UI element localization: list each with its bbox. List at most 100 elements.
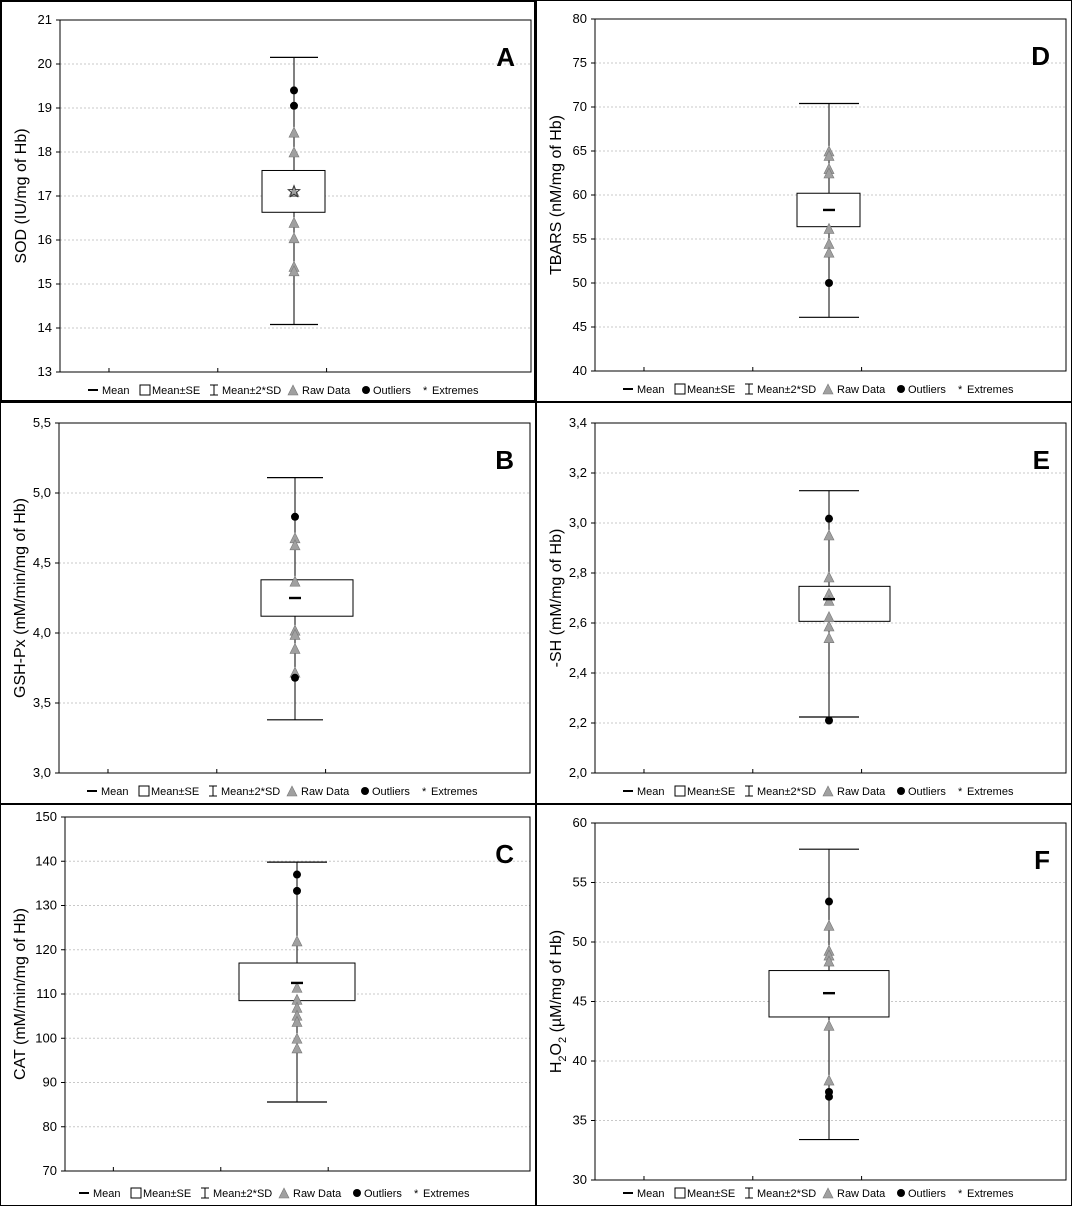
raw-data-point <box>823 571 835 583</box>
y-tick-label: 3,2 <box>569 465 587 480</box>
legend-outlier-icon <box>353 1189 361 1197</box>
raw-data-point <box>289 539 301 551</box>
raw-data-point <box>823 246 835 258</box>
legend-label-raw: Raw Data <box>837 1188 886 1200</box>
raw-data-point <box>823 1019 835 1031</box>
legend-extremes-icon: * <box>414 1188 419 1200</box>
plot-frame <box>64 816 531 1172</box>
y-tick-label: 15 <box>38 276 52 291</box>
raw-data-point <box>288 265 300 277</box>
panel-a: 13 14 15 16 17 18 19 20 21 A SOD (IU/mg of Hb) Mean… <box>0 0 536 402</box>
raw-data-point <box>823 955 835 967</box>
legend-label-mean: Mean <box>637 786 665 798</box>
y-tick-label: 18 <box>38 144 52 159</box>
legend-label-se: Mean±SE <box>152 385 200 397</box>
y-tick-label: 65 <box>573 143 587 158</box>
legend: Mean Mean±SE Mean±2*SD Raw Data Outliers * Ext… <box>623 383 1014 396</box>
outlier-point <box>825 716 833 725</box>
legend-label-raw: Raw Data <box>293 1188 342 1200</box>
legend-label-outliers: Outliers <box>372 786 410 798</box>
y-tick-label: 45 <box>573 994 587 1009</box>
y-tick-label: 2,0 <box>569 765 587 780</box>
y-tick-label: 90 <box>43 1075 57 1090</box>
legend-label-outliers: Outliers <box>373 385 411 397</box>
raw-data-point <box>289 628 301 640</box>
y-tick-label: 4,0 <box>33 625 51 640</box>
y-tick-label: 40 <box>573 363 587 378</box>
y-tick-label: 3,0 <box>33 765 51 780</box>
mean-marker <box>287 184 301 198</box>
plot-frame <box>594 18 1067 372</box>
panel-letter: E <box>1033 445 1050 475</box>
y-tick-label: 55 <box>573 231 587 246</box>
raw-data-point <box>288 146 300 158</box>
legend-extremes-icon: * <box>958 1188 963 1200</box>
raw-data-point <box>288 232 300 244</box>
outlier-point <box>291 512 299 521</box>
y-tick-label: 45 <box>573 319 587 334</box>
y-axis-label: H2O2 (µM/mg of Hb) <box>548 930 569 1073</box>
legend-label-mean: Mean <box>101 786 129 798</box>
outlier-point <box>290 101 298 110</box>
legend-label-outliers: Outliers <box>908 384 946 396</box>
outlier-point <box>825 279 833 287</box>
y-axis-label: -SH (mM/mg of Hb) <box>548 529 565 668</box>
raw-data-point <box>291 935 303 947</box>
y-tick-label: 70 <box>573 99 587 114</box>
chart-c: 70 80 90 100 110 120 130 140 150 C CAT (mM/min/mg … <box>12 809 531 1200</box>
y-tick-label: 13 <box>38 364 52 379</box>
legend-label-raw: Raw Data <box>302 385 351 397</box>
y-tick-label: 20 <box>38 56 52 71</box>
legend-label-sd: Mean±2*SD <box>757 1188 816 1200</box>
panel-letter: D <box>1031 41 1050 71</box>
panel-letter: B <box>495 445 514 475</box>
plot-frame <box>594 422 1067 774</box>
raw-data-point <box>823 222 835 234</box>
raw-data-point <box>823 529 835 541</box>
y-tick-label: 100 <box>35 1030 57 1045</box>
legend-se-icon <box>674 785 686 797</box>
panel-b: 3,0 3,5 4,0 4,5 5,0 5,5 B GSH-Px (mM/min/mg of … <box>0 402 536 804</box>
y-tick-label: 2,8 <box>569 565 587 580</box>
legend: Mean Mean±SE Mean±2*SD Raw Data Outliers * Ext… <box>623 1187 1014 1200</box>
chart-d: 40 45 50 55 60 65 70 75 80 D TBARS (nM/mg of Hb) Me… <box>548 11 1067 396</box>
y-tick-label: 5,0 <box>33 485 51 500</box>
legend: Mean Mean±SE Mean±2*SD Raw Data Outliers * Ext… <box>87 785 478 798</box>
outlier-point <box>290 86 298 95</box>
legend: Mean Mean±SE Mean±2*SD Raw Data Outliers * Ext… <box>88 384 479 397</box>
y-tick-label: 4,5 <box>33 555 51 570</box>
y-tick-label: 50 <box>573 275 587 290</box>
y-tick-label: 21 <box>38 12 52 27</box>
legend-label-se: Mean±SE <box>151 786 199 798</box>
legend-label-outliers: Outliers <box>364 1188 402 1200</box>
legend-label-extremes: Extremes <box>431 786 478 798</box>
outlier-point <box>825 897 833 906</box>
legend-label-se: Mean±SE <box>687 786 735 798</box>
legend-outlier-icon <box>361 787 369 795</box>
y-axis-label: SOD (IU/mg of Hb) <box>13 128 30 263</box>
legend-outlier-icon <box>897 787 905 795</box>
y-tick-label: 35 <box>573 1113 587 1128</box>
legend-label-mean: Mean <box>637 1188 665 1200</box>
legend-extremes-icon: * <box>958 384 963 396</box>
y-tick-label: 3,0 <box>569 515 587 530</box>
y-tick-label: 2,4 <box>569 665 587 680</box>
y-tick-label: 55 <box>573 875 587 890</box>
legend-sd-icon <box>210 384 218 396</box>
y-tick-label: 110 <box>36 986 57 1001</box>
legend: Mean Mean±SE Mean±2*SD Raw Data Outliers * Ext… <box>623 785 1014 798</box>
legend-outlier-icon <box>362 386 370 394</box>
legend-label-extremes: Extremes <box>423 1188 470 1200</box>
y-tick-label: 75 <box>573 55 587 70</box>
panel-f: 30 35 40 45 50 55 60 F H2O2 (µM/mg of Hb) Mean Mea… <box>536 804 1072 1206</box>
se-box <box>798 585 891 622</box>
y-tick-label: 14 <box>38 320 52 335</box>
legend-label-mean: Mean <box>637 384 665 396</box>
legend-outlier-icon <box>897 1189 905 1197</box>
legend-label-sd: Mean±2*SD <box>221 786 280 798</box>
se-box <box>260 579 354 617</box>
panel-c: 70 80 90 100 110 120 130 140 150 C CAT (mM/min/mg … <box>0 804 536 1206</box>
y-tick-label: 70 <box>43 1163 57 1178</box>
y-tick-label: 2,2 <box>569 715 587 730</box>
legend-label-outliers: Outliers <box>908 1188 946 1200</box>
